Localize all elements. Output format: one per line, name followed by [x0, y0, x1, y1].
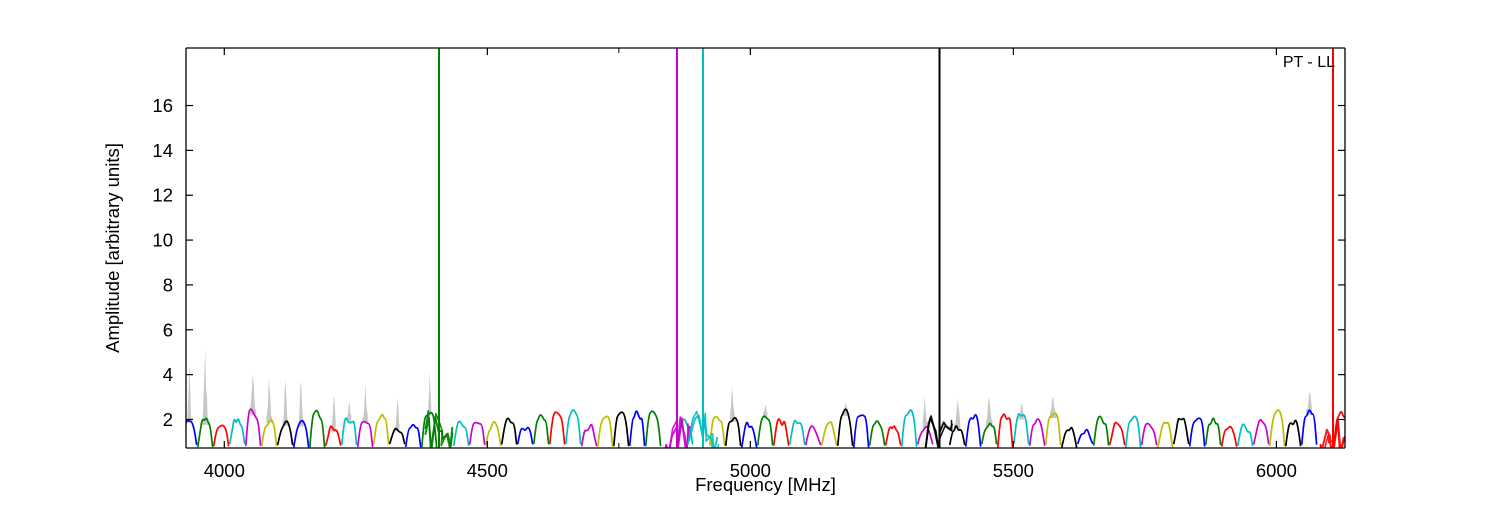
svg-text:8: 8 — [163, 274, 173, 295]
svg-text:14: 14 — [152, 140, 173, 161]
svg-text:10: 10 — [152, 230, 173, 251]
svg-text:PT - LL: PT - LL — [1283, 54, 1335, 71]
svg-text:4: 4 — [163, 364, 173, 385]
svg-text:Amplitude [arbitrary units]: Amplitude [arbitrary units] — [102, 143, 123, 353]
svg-text:12: 12 — [152, 185, 173, 206]
svg-text:16: 16 — [152, 95, 173, 116]
svg-text:6: 6 — [163, 319, 173, 340]
svg-text:6000: 6000 — [1256, 460, 1297, 481]
svg-text:2: 2 — [163, 409, 173, 430]
svg-text:5500: 5500 — [993, 460, 1034, 481]
svg-text:4500: 4500 — [467, 460, 508, 481]
svg-text:4000: 4000 — [204, 460, 245, 481]
svg-text:Frequency [MHz]: Frequency [MHz] — [695, 474, 836, 495]
